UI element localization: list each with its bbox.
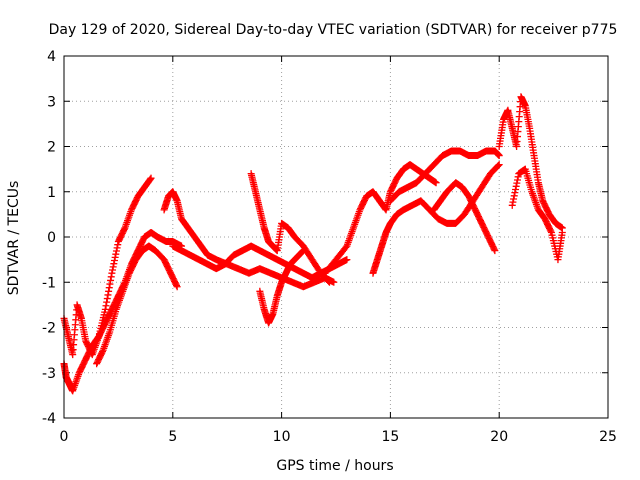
series-3 (160, 188, 338, 291)
data-point (172, 281, 180, 289)
data-point (114, 241, 122, 249)
data-point (106, 280, 114, 288)
data-point (513, 176, 521, 184)
data-point (173, 283, 181, 291)
data-point (108, 269, 116, 277)
data-point (494, 162, 502, 170)
data-point (109, 266, 117, 274)
x-tick-label: 20 (490, 429, 508, 445)
plot-border (63, 55, 609, 419)
series-5 (256, 247, 307, 327)
series-8 (369, 161, 503, 277)
y-tick-label: 3 (47, 94, 56, 110)
x-tick-label: 10 (273, 429, 291, 445)
x-axis-label: GPS time / hours (276, 458, 393, 474)
data-point (508, 201, 516, 209)
data-point (104, 291, 112, 299)
x-tick-label: 15 (381, 429, 399, 445)
y-tick-label: 4 (47, 49, 56, 65)
data-point (105, 287, 113, 295)
series-7 (321, 161, 440, 277)
data-point (558, 228, 566, 236)
series-6 (247, 170, 333, 286)
data-point (491, 247, 499, 255)
data-point (510, 195, 518, 203)
y-tick-label: -3 (42, 366, 56, 382)
data-point (495, 152, 503, 160)
series-2 (93, 242, 181, 368)
data-point (110, 260, 118, 268)
data-point (509, 198, 517, 206)
series-9 (386, 147, 503, 205)
data-point (101, 305, 109, 313)
data-point (103, 298, 111, 306)
data-point (547, 227, 555, 235)
data-point (99, 347, 107, 355)
data-point (111, 253, 119, 261)
x-tick-label: 25 (599, 429, 617, 445)
data-point (146, 175, 154, 183)
data-point (112, 247, 120, 255)
data-point (514, 173, 522, 181)
data-point (103, 295, 111, 303)
y-tick-label: 1 (47, 185, 56, 201)
data-point (112, 250, 120, 258)
data-point (120, 225, 128, 233)
data-point (513, 179, 521, 187)
data-point (147, 174, 155, 182)
series-10 (430, 179, 499, 255)
x-tick-label: 0 (60, 429, 69, 445)
data-point (510, 192, 518, 200)
axis-ticks: 0 5 10 15 20 25 -4 -3 -2 -1 0 1 2 3 4 (42, 49, 617, 445)
series-4 (169, 242, 351, 282)
data-point (107, 276, 115, 284)
data-point (343, 256, 351, 264)
series-0 (60, 174, 155, 359)
x-tick-label: 5 (168, 429, 177, 445)
chart-title: Day 129 of 2020, Sidereal Day-to-day VTE… (49, 22, 618, 38)
y-tick-label: 2 (47, 140, 56, 156)
data-point (105, 284, 113, 292)
data-point (110, 257, 118, 265)
series-11 (495, 93, 566, 232)
y-tick-label: -1 (42, 275, 56, 291)
data-point (325, 278, 333, 286)
series-12 (508, 165, 566, 264)
y-tick-label: -2 (42, 321, 56, 337)
data-point (102, 302, 110, 310)
data-point (113, 244, 121, 252)
data-point (107, 273, 115, 281)
data-point (512, 182, 520, 190)
y-tick-label: -4 (42, 411, 56, 427)
data-point (325, 277, 333, 285)
data-points (60, 93, 566, 395)
data-point (109, 263, 117, 271)
data-point (495, 161, 503, 169)
y-tick-label: 0 (47, 230, 56, 246)
data-point (432, 179, 440, 187)
y-axis-label: SDTVAR / TECUs (6, 181, 22, 296)
data-point (490, 245, 498, 253)
data-point (511, 189, 519, 197)
data-point (512, 185, 520, 193)
